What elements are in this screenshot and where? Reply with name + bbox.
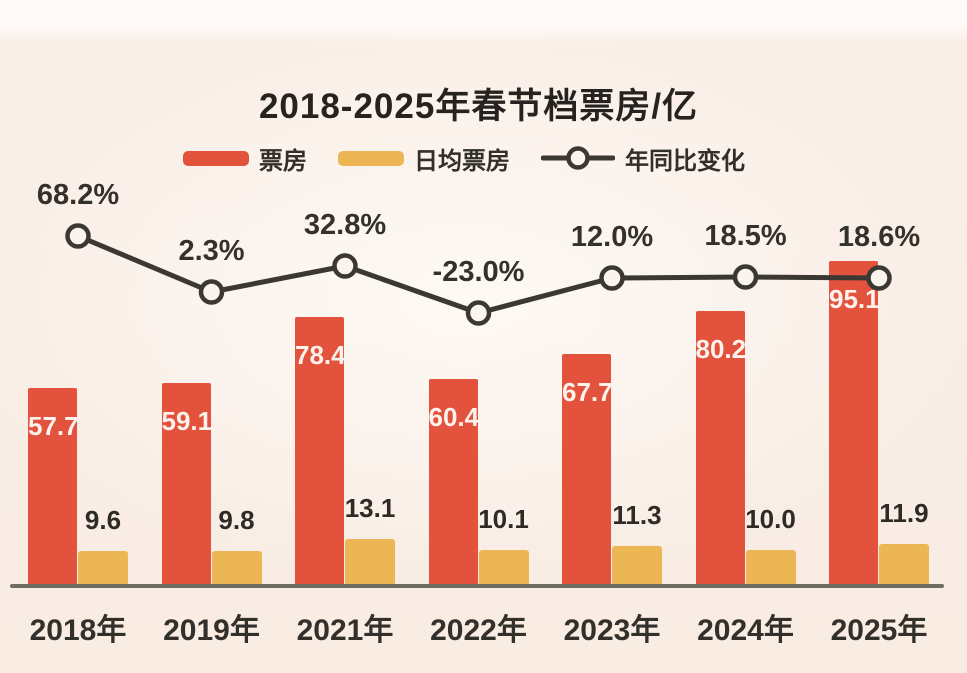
boxoffice-bar <box>428 379 478 584</box>
yoy-percent-label: 18.6% <box>837 221 921 253</box>
boxoffice-bar <box>295 317 344 584</box>
yoy-percent-label: 2.3% <box>178 235 245 267</box>
yoy-percent-label: 18.5% <box>704 220 787 252</box>
yoy-percent-label: 68.2% <box>36 179 120 211</box>
legend-label-daily-boxoffice: 日均票房 <box>414 147 510 175</box>
x-axis-category-label: 2023年 <box>563 614 661 647</box>
boxoffice-swatch-icon <box>183 150 249 166</box>
daily-boxoffice-value-label: 13.1 <box>344 493 396 523</box>
boxoffice-bar <box>562 354 611 584</box>
yoy-percent-label: 12.0% <box>570 221 654 253</box>
daily-boxoffice-value-label: 9.8 <box>218 505 255 535</box>
x-axis-line <box>10 584 944 588</box>
daily-boxoffice-bar <box>612 546 662 584</box>
daily-boxoffice-bar <box>879 544 929 584</box>
legend-item-yoy: 年同比变化 <box>541 141 745 176</box>
x-axis-category-label: 2024年 <box>697 614 794 647</box>
daily-boxoffice-bar <box>78 551 128 584</box>
daily-boxoffice-value-label: 11.3 <box>612 500 662 530</box>
x-axis-category-label: 2021年 <box>296 614 394 647</box>
yoy-percent-label: -23.0% <box>432 256 525 288</box>
daily-boxoffice-bar <box>211 551 262 584</box>
x-axis-category-label: 2022年 <box>430 614 527 647</box>
x-axis-category-label: 2019年 <box>163 614 260 647</box>
x-axis-category-label: 2018年 <box>29 614 127 647</box>
boxoffice-value-label: 95.1 <box>829 284 880 314</box>
line-marker-icon <box>541 146 615 170</box>
daily-boxoffice-value-label: 10.1 <box>478 504 529 534</box>
daily-boxoffice-swatch-icon <box>338 150 404 166</box>
chart-title: 2018-2025年春节档票房/亿 <box>258 87 699 126</box>
boxoffice-bar <box>28 388 77 584</box>
legend-item-daily-boxoffice: 日均票房 <box>338 141 510 176</box>
daily-boxoffice-value-label: 9.6 <box>84 505 122 535</box>
boxoffice-value-label: 80.2 <box>695 334 747 364</box>
daily-boxoffice-bar <box>478 550 529 584</box>
legend-label-yoy: 年同比变化 <box>625 147 745 175</box>
legend-item-boxoffice: 票房 <box>183 141 307 176</box>
yoy-data-point-marker <box>65 223 91 249</box>
yoy-data-point-marker <box>332 253 358 279</box>
x-axis-category-label: 2025年 <box>830 614 928 647</box>
boxoffice-bar <box>695 311 745 584</box>
yoy-percent-label: 32.8% <box>303 209 387 241</box>
boxoffice-value-label: 59.1 <box>161 406 213 436</box>
daily-boxoffice-bar <box>745 550 796 584</box>
yoy-data-point-marker <box>732 264 759 290</box>
daily-boxoffice-value-label: 11.9 <box>879 498 929 528</box>
legend-label-boxoffice: 票房 <box>259 147 307 175</box>
boxoffice-value-label: 57.7 <box>28 411 79 441</box>
daily-boxoffice-bar <box>345 539 395 584</box>
yoy-data-point-marker <box>198 279 225 305</box>
boxoffice-bar <box>161 383 211 584</box>
legend: 票房 日均票房 年同比变化 <box>183 141 745 176</box>
boxoffice-value-label: 78.4 <box>295 340 346 370</box>
yoy-data-point-marker <box>599 265 625 291</box>
boxoffice-value-label: 67.7 <box>562 377 613 407</box>
yoy-data-point-marker <box>465 300 492 326</box>
daily-boxoffice-value-label: 10.0 <box>745 504 796 534</box>
boxoffice-value-label: 60.4 <box>428 402 480 432</box>
